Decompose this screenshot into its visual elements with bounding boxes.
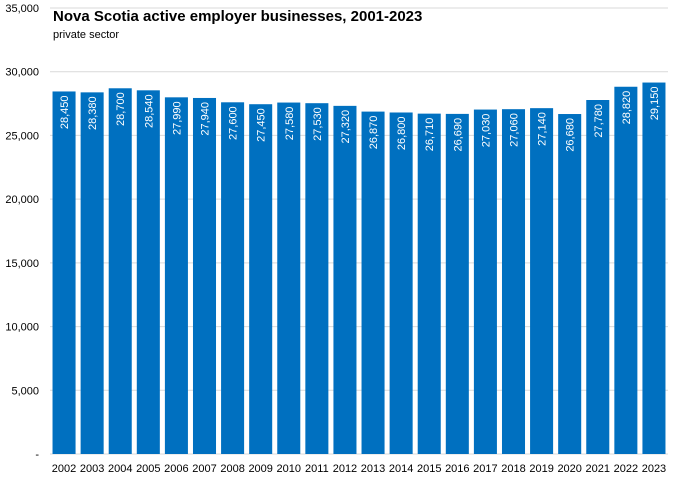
x-tick-label: 2007 bbox=[192, 463, 216, 475]
x-tick-label: 2009 bbox=[248, 463, 272, 475]
bar-data-label: 26,710 bbox=[424, 118, 436, 152]
bar bbox=[501, 109, 526, 454]
bar-data-label: 26,690 bbox=[452, 118, 464, 152]
bar bbox=[305, 103, 329, 454]
bar-data-label: 27,600 bbox=[228, 106, 240, 140]
y-tick-label: 25,000 bbox=[5, 130, 39, 142]
x-tick-label: 2018 bbox=[501, 463, 525, 475]
bar bbox=[642, 82, 666, 454]
bar bbox=[445, 113, 469, 455]
bar bbox=[586, 100, 610, 455]
bar-data-label: 27,450 bbox=[256, 108, 268, 142]
bar-data-label: 26,870 bbox=[368, 116, 380, 150]
x-tick-label: 2006 bbox=[164, 463, 188, 475]
bar bbox=[192, 97, 217, 454]
bar bbox=[614, 86, 638, 454]
x-tick-label: 2019 bbox=[529, 463, 553, 475]
bar-data-label: 28,380 bbox=[87, 96, 99, 130]
bar bbox=[333, 105, 357, 454]
bar bbox=[473, 109, 497, 454]
y-tick-label: 35,000 bbox=[5, 3, 39, 15]
bar bbox=[389, 112, 413, 455]
y-tick-label: 10,000 bbox=[5, 322, 39, 334]
bar-data-label: 27,990 bbox=[171, 101, 183, 135]
x-tick-label: 2021 bbox=[586, 463, 610, 475]
bar-data-label: 28,540 bbox=[143, 94, 155, 128]
bar-data-label: 28,700 bbox=[115, 92, 127, 126]
bar-data-label: 27,780 bbox=[593, 104, 605, 138]
bar-data-label: 28,820 bbox=[621, 91, 633, 125]
bar bbox=[136, 90, 160, 455]
bar-data-label: 26,800 bbox=[396, 116, 408, 150]
bar bbox=[52, 91, 76, 455]
bar-data-label: 26,680 bbox=[565, 118, 577, 152]
bar bbox=[417, 113, 441, 455]
bar-data-label: 27,030 bbox=[480, 114, 492, 148]
x-tick-label: 2013 bbox=[361, 463, 385, 475]
bar-data-label: 27,140 bbox=[537, 112, 549, 146]
bar bbox=[277, 102, 301, 454]
x-tick-label: 2012 bbox=[333, 463, 357, 475]
x-tick-label: 2016 bbox=[445, 463, 469, 475]
bar-data-label: 27,320 bbox=[340, 110, 352, 144]
x-tick-label: 2015 bbox=[417, 463, 441, 475]
bar bbox=[80, 92, 104, 454]
bar-data-label: 28,450 bbox=[59, 95, 71, 129]
x-tick-label: 2014 bbox=[389, 463, 413, 475]
y-tick-label: 30,000 bbox=[5, 67, 39, 79]
y-tick-label: 15,000 bbox=[5, 258, 39, 270]
bar bbox=[108, 88, 132, 454]
x-tick-label: 2017 bbox=[473, 463, 497, 475]
bar-data-label: 27,530 bbox=[312, 107, 324, 141]
x-tick-label: 2011 bbox=[305, 463, 329, 475]
y-tick-label: 5,000 bbox=[11, 385, 39, 397]
chart-title: Nova Scotia active employer businesses, … bbox=[53, 8, 423, 25]
y-tick-label: 20,000 bbox=[5, 194, 39, 206]
bar bbox=[221, 102, 245, 454]
x-tick-label: 2004 bbox=[108, 463, 132, 475]
bar bbox=[361, 111, 385, 454]
y-tick-label: - bbox=[35, 449, 39, 461]
x-tick-label: 2022 bbox=[614, 463, 638, 475]
x-tick-label: 2020 bbox=[557, 463, 581, 475]
bar bbox=[558, 114, 582, 454]
bar-data-label: 27,940 bbox=[200, 102, 212, 136]
chart-subtitle: private sector bbox=[53, 29, 120, 41]
x-tick-label: 2003 bbox=[80, 463, 104, 475]
bar-data-label: 27,580 bbox=[284, 107, 296, 141]
x-tick-label: 2002 bbox=[52, 463, 76, 475]
x-tick-label: 2010 bbox=[277, 463, 301, 475]
bar bbox=[249, 104, 273, 455]
x-tick-label: 2023 bbox=[642, 463, 666, 475]
bar-data-label: 27,060 bbox=[509, 113, 521, 147]
bar bbox=[530, 108, 554, 454]
bar-data-label: 29,150 bbox=[649, 87, 661, 121]
x-tick-label: 2008 bbox=[220, 463, 244, 475]
bar bbox=[164, 97, 188, 455]
x-tick-label: 2005 bbox=[136, 463, 160, 475]
